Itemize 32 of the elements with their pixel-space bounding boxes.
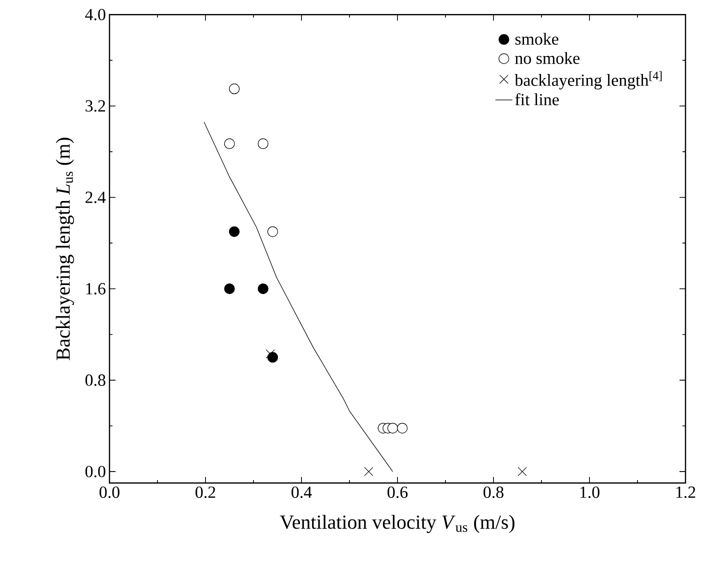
point: [258, 138, 268, 149]
point: [224, 138, 235, 149]
x-tick-label: 0.8: [484, 486, 504, 498]
y-tick-label: 1.6: [86, 283, 106, 295]
point: [267, 226, 278, 237]
y-axis-title: Backlayering length L$_{us}$ (m): [56, 138, 74, 360]
point: [397, 422, 408, 434]
point: [229, 84, 240, 94]
x-tick-label: 1.2: [676, 486, 696, 498]
legend-label: backlayering length$^{[4]}$: [514, 71, 662, 90]
legend-label: fit line: [515, 93, 559, 106]
x-tick-label: 0.6: [388, 486, 408, 498]
x-tick-label: 0.2: [196, 486, 216, 498]
y-tick-label: 3.2: [86, 100, 106, 112]
point: [266, 349, 275, 358]
y-tick-label: 0.0: [85, 466, 106, 478]
x-tick-label: 0.4: [292, 486, 312, 498]
y-tick-label: 0.8: [85, 374, 106, 386]
line-series: [204, 122, 394, 472]
x-tick-label: 0.0: [100, 486, 120, 498]
point: [224, 283, 235, 294]
y-tick-label: 2.4: [86, 192, 106, 204]
x-axis-title: Ventilation velocity V$_{us}$ (m/s): [280, 514, 514, 533]
point: [364, 467, 374, 476]
legend-label: no smoke: [515, 52, 580, 64]
point: [258, 283, 268, 294]
legend-label: smoke: [515, 32, 558, 45]
point: [518, 467, 527, 476]
y-tick-label: 4.0: [85, 8, 106, 20]
point: [387, 422, 398, 434]
x-tick-label: 1.0: [580, 486, 600, 498]
point: [229, 226, 240, 237]
